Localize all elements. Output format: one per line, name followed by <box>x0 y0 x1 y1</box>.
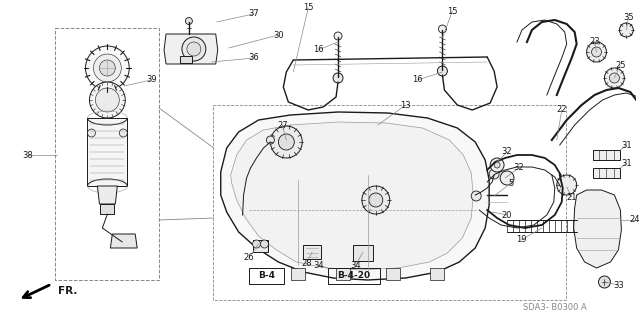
Text: FR.: FR. <box>58 286 77 296</box>
Text: 30: 30 <box>273 31 284 40</box>
Text: 28: 28 <box>301 259 312 269</box>
Bar <box>353 245 373 261</box>
Circle shape <box>253 240 260 248</box>
Bar <box>593 168 620 178</box>
Circle shape <box>438 66 447 76</box>
Circle shape <box>334 32 342 40</box>
Bar <box>303 245 321 259</box>
Text: 27: 27 <box>277 121 287 130</box>
Bar <box>88 118 127 186</box>
Circle shape <box>95 88 119 112</box>
Circle shape <box>90 82 125 118</box>
Circle shape <box>494 162 500 168</box>
Text: 21: 21 <box>566 192 577 202</box>
Bar <box>336 268 350 280</box>
Circle shape <box>609 73 620 83</box>
Circle shape <box>278 134 294 150</box>
Bar <box>593 150 620 160</box>
Text: 35: 35 <box>623 13 634 23</box>
Text: 22: 22 <box>557 106 567 115</box>
Polygon shape <box>230 122 473 270</box>
Circle shape <box>182 37 206 61</box>
Circle shape <box>93 54 122 82</box>
Text: 13: 13 <box>401 100 411 109</box>
Bar <box>248 268 284 284</box>
Circle shape <box>260 240 268 248</box>
Text: 37: 37 <box>248 10 259 19</box>
Text: 36: 36 <box>248 54 259 63</box>
Text: 34: 34 <box>351 261 361 270</box>
Polygon shape <box>573 190 621 268</box>
Text: 26: 26 <box>243 254 254 263</box>
Circle shape <box>438 25 447 33</box>
Text: 23: 23 <box>589 38 600 47</box>
Text: 15: 15 <box>303 4 314 12</box>
Text: 15: 15 <box>447 6 458 16</box>
Polygon shape <box>221 112 489 280</box>
Circle shape <box>266 136 275 144</box>
Circle shape <box>490 158 504 172</box>
Circle shape <box>591 47 602 57</box>
Circle shape <box>187 42 201 56</box>
Circle shape <box>620 23 634 37</box>
Text: 19: 19 <box>516 235 526 244</box>
Text: 25: 25 <box>615 61 626 70</box>
Circle shape <box>369 193 383 207</box>
Text: 31: 31 <box>621 159 632 167</box>
Polygon shape <box>110 234 137 248</box>
Bar <box>431 268 444 280</box>
Text: 20: 20 <box>502 211 512 219</box>
Circle shape <box>271 126 302 158</box>
Circle shape <box>557 175 577 195</box>
Circle shape <box>119 129 127 137</box>
Text: 24: 24 <box>629 216 639 225</box>
Bar <box>386 268 399 280</box>
Bar <box>100 204 115 214</box>
Circle shape <box>99 60 115 76</box>
Text: 32: 32 <box>502 147 513 157</box>
Circle shape <box>86 46 129 90</box>
Circle shape <box>88 129 95 137</box>
Text: 16: 16 <box>313 46 323 55</box>
Text: 16: 16 <box>412 76 423 85</box>
Circle shape <box>500 171 514 185</box>
Text: SDA3- B0300 A: SDA3- B0300 A <box>523 303 587 313</box>
Circle shape <box>598 276 611 288</box>
Circle shape <box>489 169 499 179</box>
Text: B-4: B-4 <box>258 271 275 280</box>
Circle shape <box>587 42 607 62</box>
Text: 32: 32 <box>514 164 524 173</box>
Bar <box>180 56 192 63</box>
Text: 33: 33 <box>613 280 624 290</box>
Text: 5: 5 <box>508 179 514 188</box>
Bar <box>291 268 305 280</box>
Polygon shape <box>97 186 117 204</box>
Text: B-4-20: B-4-20 <box>337 271 371 280</box>
Bar <box>328 268 380 284</box>
Circle shape <box>471 191 481 201</box>
Text: 38: 38 <box>22 151 33 160</box>
Text: 31: 31 <box>621 140 632 150</box>
Circle shape <box>186 18 193 25</box>
Text: 34: 34 <box>313 261 323 270</box>
Bar <box>54 28 159 280</box>
Polygon shape <box>164 34 218 64</box>
Bar <box>212 105 566 300</box>
Bar <box>253 240 268 252</box>
Circle shape <box>333 73 343 83</box>
Text: 39: 39 <box>146 76 156 85</box>
Circle shape <box>605 68 625 88</box>
Circle shape <box>362 186 390 214</box>
